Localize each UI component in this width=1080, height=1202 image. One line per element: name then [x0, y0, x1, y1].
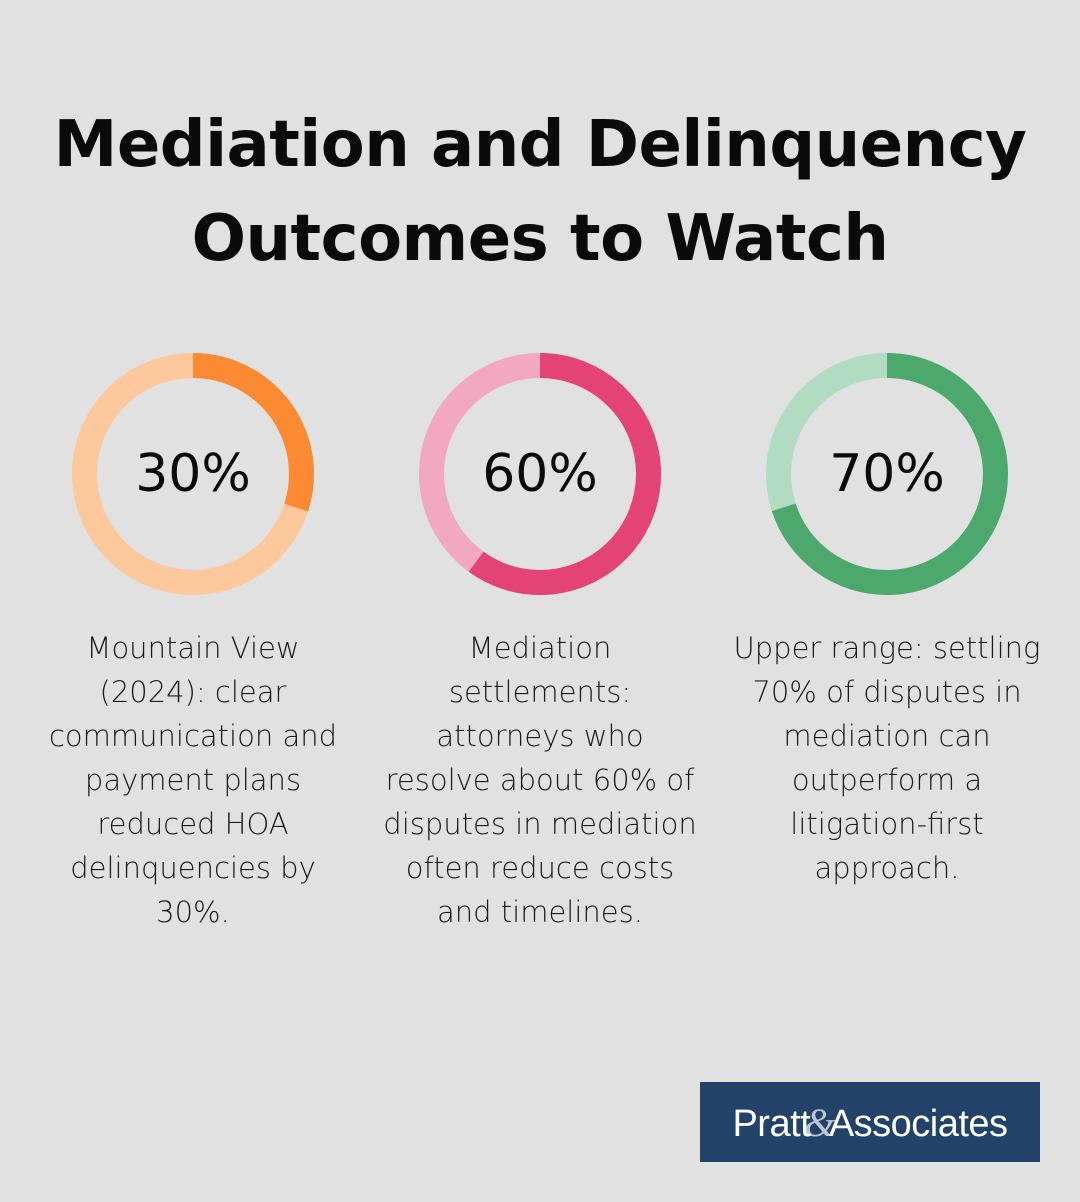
stat-caption-2: Mediation settlements: attorneys who res… — [383, 631, 697, 929]
stat-caption-1: Mountain View (2024): clear communicatio… — [48, 631, 338, 929]
donut-svg-3 — [766, 353, 1008, 595]
logo-text: Pratt&Associates — [732, 1099, 1008, 1146]
title-line-2: Outcomes to Watch — [191, 202, 889, 276]
donut-value-2: 60% — [482, 444, 598, 504]
logo-word-right: Associates — [828, 1102, 1008, 1145]
page-title: Mediation and Delinquency Outcomes to Wa… — [0, 98, 1080, 286]
logo-word-left: Pratt — [732, 1102, 811, 1145]
donut-arc-1 — [72, 353, 314, 595]
donut-chart-2: 60% — [418, 352, 662, 596]
donut-chart-1: 30% — [71, 352, 315, 596]
stat-card-1: 30% Mountain View (2024): clear communic… — [33, 352, 353, 934]
company-logo: Pratt&Associates — [700, 1082, 1040, 1162]
donut-svg-1 — [72, 353, 314, 595]
donut-arc-2 — [419, 353, 661, 595]
stat-card-3: 70% Upper range: settling 70% of dispute… — [727, 352, 1047, 890]
donut-chart-3: 70% — [765, 352, 1009, 596]
donut-value-1: 30% — [135, 444, 251, 504]
donut-svg-2 — [419, 353, 661, 595]
stat-card-2: 60% Mediation settlements: attorneys who… — [380, 352, 700, 934]
logo-ampersand: & — [804, 1099, 835, 1145]
donut-arc-3 — [766, 353, 1008, 595]
title-line-1: Mediation and Delinquency — [53, 108, 1027, 182]
donut-value-3: 70% — [829, 444, 945, 504]
stat-caption-3: Upper range: settling 70% of disputes in… — [733, 631, 1041, 885]
